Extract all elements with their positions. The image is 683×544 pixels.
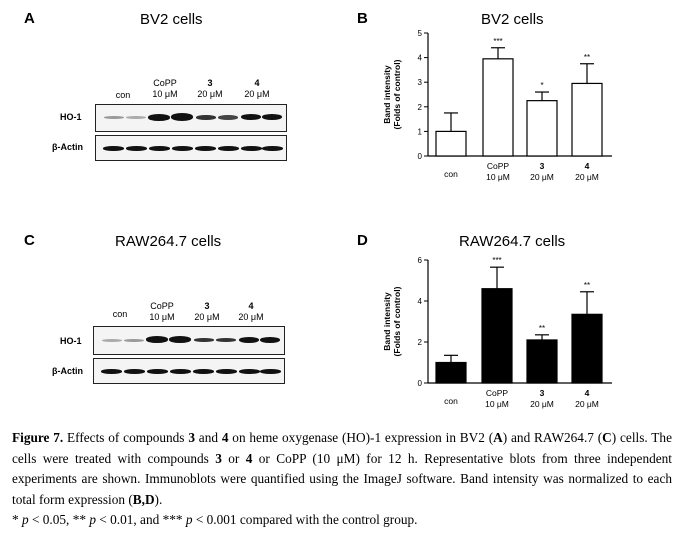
bar [435,130,467,157]
bar [482,58,514,157]
x-tick-label: 3 [540,161,545,171]
x-tick-label: CoPP [487,161,510,171]
lane-label-con: con [112,309,128,319]
blot-actin [93,358,285,384]
y-tick-label: 4 [418,54,423,63]
y-tick-label: 0 [418,152,423,161]
panel-letter-a: A [24,10,35,27]
lane-label-con: con [115,90,131,100]
y-axis-label-line1: Band intensity [382,65,392,124]
panel-title-d: RAW264.7 cells [459,233,566,250]
y-tick-label: 5 [418,29,423,38]
row-label-actin: β-Actin [52,366,83,376]
panel-letter-b: B [357,10,368,27]
panel-letter-d: D [357,232,368,249]
row-label-actin: β-Actin [52,142,83,152]
significance-label: *** [493,37,502,46]
bar [571,82,603,157]
panel-title-a: BV2 cells [140,11,203,28]
lane-label-copp: CoPP 10 μM [149,301,175,322]
x-tick-label: con [444,169,458,179]
significance-label: * [540,81,543,90]
x-tick-label: 10 μM [486,172,510,182]
panel-title-b: BV2 cells [481,11,544,28]
x-tick-label: 20 μM [530,172,554,182]
y-axis-label: Band intensity (Folds of control) [382,59,402,129]
lane-label-4: 4 20 μM [244,78,270,99]
y-tick-label: 2 [418,103,423,112]
y-axis-label-line2: (Folds of control) [392,59,402,129]
lane-label-3: 3 20 μM [197,78,223,99]
bar [526,100,558,157]
blot-actin [95,135,287,161]
blot-ho1 [95,104,287,132]
row-label-ho1: HO-1 [60,336,82,346]
lane-label-4: 4 20 μM [238,301,264,322]
panel-letter-c: C [24,232,35,249]
blot-ho1 [93,326,285,355]
x-tick-label: 20 μM [575,172,599,182]
row-label-ho1: HO-1 [60,112,82,122]
significance-label: ** [584,53,590,62]
lane-label-copp: CoPP 10 μM [152,78,178,99]
y-tick-label: 3 [418,78,423,87]
lane-label-3: 3 20 μM [194,301,220,322]
panel-title-c: RAW264.7 cells [115,233,222,250]
y-tick-label: 1 [418,127,423,136]
figure-caption: Figure 7. Effects of compounds 3 and 4 o… [12,430,672,527]
x-tick-label: 4 [585,161,590,171]
